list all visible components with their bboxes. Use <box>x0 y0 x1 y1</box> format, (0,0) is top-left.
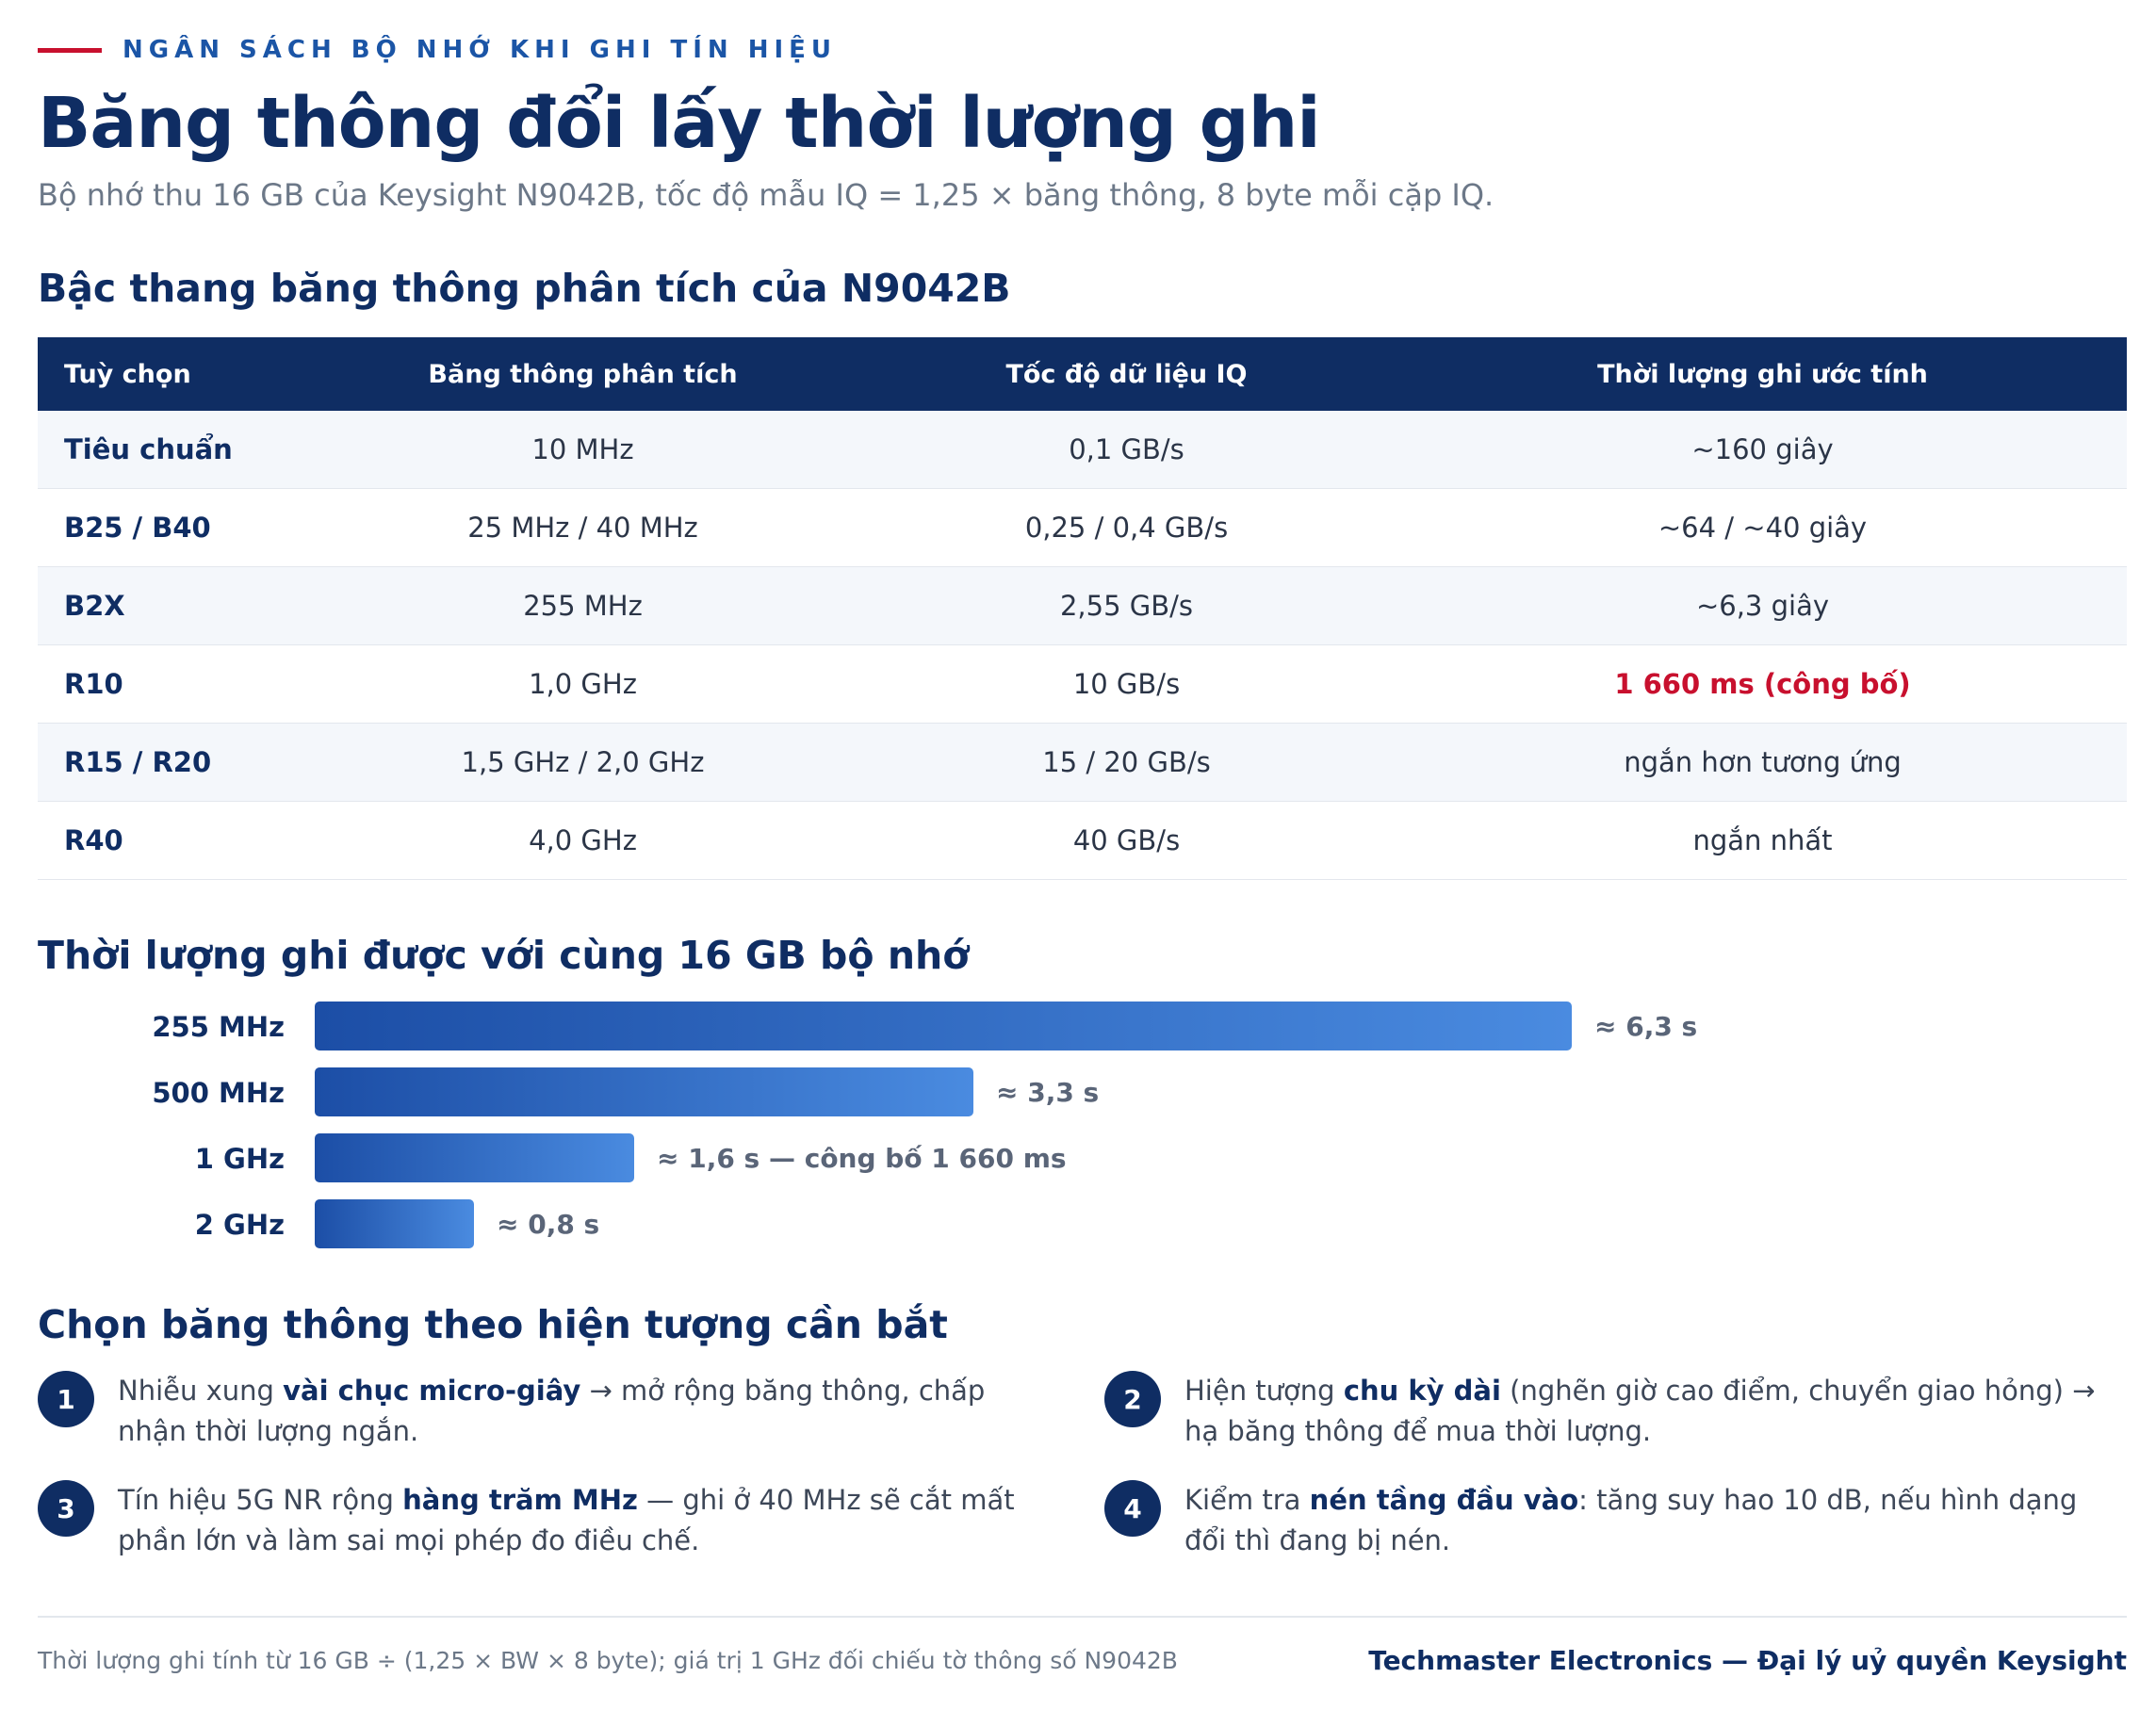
bar-value-label: ≈ 6,3 s <box>1594 1011 1698 1042</box>
cell-rate: 0,25 / 0,4 GB/s <box>855 488 1398 567</box>
table-header-row: Tuỳ chọn Băng thông phân tích Tốc độ dữ … <box>38 337 2127 411</box>
column-header-duration: Thời lượng ghi ước tính <box>1398 337 2127 411</box>
bar-category-label: 2 GHz <box>194 1209 285 1241</box>
cell-bandwidth: 4,0 GHz <box>311 801 855 880</box>
cell-duration: ~64 / ~40 giây <box>1398 488 2127 567</box>
table-row: R15 / R20 1,5 GHz / 2,0 GHz 15 / 20 GB/s… <box>38 723 2127 802</box>
cell-rate: 0,1 GB/s <box>855 411 1398 489</box>
cell-bandwidth: 1,0 GHz <box>311 644 855 724</box>
table-row: B2X 255 MHz 2,55 GB/s ~6,3 giây <box>38 566 2127 645</box>
guide-list: 1 Nhiễu xung vài chục micro-giây → mở rộ… <box>38 1371 2127 1597</box>
bar <box>315 1133 634 1182</box>
table-row: R40 4,0 GHz 40 GB/s ngắn nhất <box>38 801 2127 880</box>
guide-item-text: Hiện tượng chu kỳ dài (nghẽn giờ cao điể… <box>1184 1375 2096 1447</box>
ladder-heading: Bậc thang băng thông phân tích của N9042… <box>38 266 1011 311</box>
bar <box>315 1067 973 1116</box>
bar-row: 255 MHz ≈ 6,3 s <box>38 1002 2127 1050</box>
footer-brand: Techmaster Electronics — Đại lý uỷ quyền… <box>1368 1645 2127 1676</box>
bar-row: 1 GHz ≈ 1,6 s — công bố 1 660 ms <box>38 1133 2127 1182</box>
cell-duration-highlight: 1 660 ms (công bố) <box>1398 644 2127 724</box>
bar <box>315 1002 1572 1050</box>
bar-category-label: 1 GHz <box>194 1143 285 1175</box>
guide-item-text: Tín hiệu 5G NR rộng hàng trăm MHz — ghi … <box>118 1484 1015 1556</box>
cell-option: B2X <box>38 566 311 645</box>
bar-value-label: ≈ 0,8 s <box>497 1209 600 1240</box>
bar-category-label: 500 MHz <box>152 1077 285 1109</box>
bandwidth-ladder-table: Tuỳ chọn Băng thông phân tích Tốc độ dữ … <box>38 337 2127 880</box>
cell-option: R40 <box>38 801 311 880</box>
eyebrow-text: NGÂN SÁCH BỘ NHỚ KHI GHI TÍN HIỆU <box>122 36 838 64</box>
guide-item-text: Kiểm tra nén tầng đầu vào: tăng suy hao … <box>1184 1484 2078 1556</box>
guide-item-text: Nhiễu xung vài chục micro-giây → mở rộng… <box>118 1375 986 1447</box>
page-title: Băng thông đổi lấy thời lượng ghi <box>38 83 1321 164</box>
column-header-bandwidth: Băng thông phân tích <box>311 337 855 411</box>
step-number-badge: 1 <box>38 1371 94 1427</box>
step-number-badge: 4 <box>1104 1480 1161 1537</box>
cell-bandwidth: 10 MHz <box>311 411 855 489</box>
chart-heading: Thời lượng ghi được với cùng 16 GB bộ nh… <box>38 933 970 978</box>
eyebrow-rule <box>38 47 102 53</box>
cell-option: R10 <box>38 644 311 724</box>
footer-note: Thời lượng ghi tính từ 16 GB ÷ (1,25 × B… <box>38 1647 1178 1674</box>
step-number-badge: 3 <box>38 1480 94 1537</box>
column-header-rate: Tốc độ dữ liệu IQ <box>855 337 1398 411</box>
cell-bandwidth: 25 MHz / 40 MHz <box>311 488 855 567</box>
cell-option: R15 / R20 <box>38 723 311 802</box>
page-subtitle: Bộ nhớ thu 16 GB của Keysight N9042B, tố… <box>38 177 1494 213</box>
cell-rate: 15 / 20 GB/s <box>855 723 1398 802</box>
table-row: R10 1,0 GHz 10 GB/s 1 660 ms (công bố) <box>38 644 2127 724</box>
cell-duration: ~6,3 giây <box>1398 566 2127 645</box>
cell-duration: ngắn nhất <box>1398 801 2127 880</box>
column-header-option: Tuỳ chọn <box>38 337 311 411</box>
cell-rate: 2,55 GB/s <box>855 566 1398 645</box>
cell-rate: 10 GB/s <box>855 644 1398 724</box>
step-number-badge: 2 <box>1104 1371 1161 1427</box>
cell-bandwidth: 255 MHz <box>311 566 855 645</box>
cell-option: Tiêu chuẩn <box>38 411 311 489</box>
bar-row: 500 MHz ≈ 3,3 s <box>38 1067 2127 1116</box>
cell-duration: ngắn hơn tương ứng <box>1398 723 2127 802</box>
cell-rate: 40 GB/s <box>855 801 1398 880</box>
bar-value-label: ≈ 3,3 s <box>996 1077 1100 1108</box>
cell-duration: ~160 giây <box>1398 411 2127 489</box>
eyebrow: NGÂN SÁCH BỘ NHỚ KHI GHI TÍN HIỆU <box>38 36 837 64</box>
footer-divider <box>38 1616 2127 1618</box>
table-row: Tiêu chuẩn 10 MHz 0,1 GB/s ~160 giây <box>38 411 2127 489</box>
table-row: B25 / B40 25 MHz / 40 MHz 0,25 / 0,4 GB/… <box>38 488 2127 567</box>
bar-value-label: ≈ 1,6 s — công bố 1 660 ms <box>657 1143 1067 1174</box>
cell-bandwidth: 1,5 GHz / 2,0 GHz <box>311 723 855 802</box>
guide-heading: Chọn băng thông theo hiện tượng cần bắt <box>38 1302 948 1347</box>
bar-category-label: 255 MHz <box>152 1011 285 1043</box>
bar <box>315 1199 474 1248</box>
bar-row: 2 GHz ≈ 0,8 s <box>38 1199 2127 1248</box>
cell-option: B25 / B40 <box>38 488 311 567</box>
